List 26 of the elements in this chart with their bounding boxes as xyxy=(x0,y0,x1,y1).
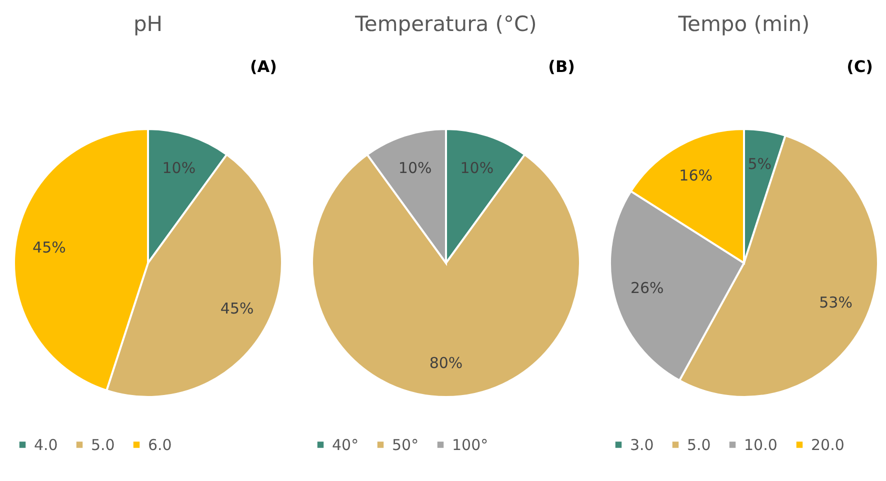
data-label: 53% xyxy=(819,294,852,312)
legend-label: 5.0 xyxy=(91,436,115,454)
legend-label: 5.0 xyxy=(687,436,711,454)
text: (A) xyxy=(250,57,277,76)
chart-title: pH xyxy=(133,12,163,36)
legend-label: 4.0 xyxy=(34,436,58,454)
text: (B) xyxy=(548,57,575,76)
legend-label: 40° xyxy=(332,436,359,454)
data-label: 80% xyxy=(429,354,463,372)
text: (C) xyxy=(846,57,873,76)
legend-label: 50° xyxy=(392,436,419,454)
legend-label: 100° xyxy=(452,436,488,454)
legend-label: 6.0 xyxy=(148,436,172,454)
data-label: 45% xyxy=(32,238,66,256)
data-label: 45% xyxy=(220,299,254,318)
chart-title: Temperatura (°C) xyxy=(354,12,537,36)
legend-label: 3.0 xyxy=(630,436,654,454)
data-label: 10% xyxy=(460,158,494,177)
legend-label: 20.0 xyxy=(811,436,844,454)
data-label: 10% xyxy=(162,158,196,177)
legend-label: 10.0 xyxy=(744,436,778,454)
data-label: 5% xyxy=(748,155,772,174)
chart-title: Tempo (min) xyxy=(677,12,810,36)
data-label: 26% xyxy=(630,278,664,297)
data-label: 16% xyxy=(679,166,712,184)
data-label: 10% xyxy=(398,158,432,177)
